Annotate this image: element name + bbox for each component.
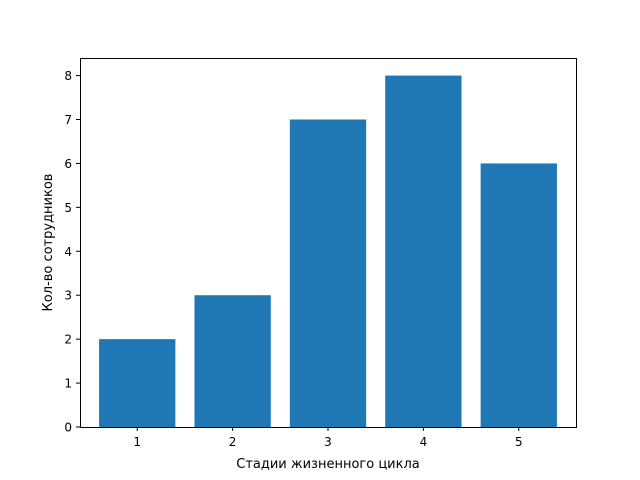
y-tick-label: 3 [64, 289, 72, 303]
y-axis-label: Кол-во сотрудников [41, 174, 56, 312]
y-tick-label: 5 [64, 201, 72, 215]
y-tick-label: 2 [64, 333, 72, 347]
bars-group [99, 75, 557, 428]
x-tick-label: 5 [515, 435, 523, 449]
bar-2 [194, 295, 271, 427]
bar-3 [289, 119, 367, 427]
bar-5 [480, 163, 557, 427]
y-tick-label: 1 [64, 377, 72, 391]
plot-frame [80, 58, 577, 428]
y-tick-label: 6 [64, 157, 72, 171]
bar-4 [385, 75, 462, 428]
x-tick-label: 4 [420, 435, 428, 449]
y-tick-label: 4 [64, 245, 72, 259]
x-axis-label: Стадии жизненного цикла [236, 457, 420, 472]
x-tick-label: 1 [133, 435, 141, 449]
y-axis-ticks: 0 1 2 3 4 5 6 7 8 [64, 69, 80, 435]
x-tick-label: 2 [229, 435, 237, 449]
x-tick-label: 3 [324, 435, 332, 449]
y-tick-label: 7 [64, 113, 72, 127]
x-axis-ticks: 1 2 3 4 5 [133, 427, 523, 449]
y-tick-label: 8 [64, 69, 72, 83]
bar-1 [99, 339, 176, 427]
y-tick-label: 0 [64, 421, 72, 435]
